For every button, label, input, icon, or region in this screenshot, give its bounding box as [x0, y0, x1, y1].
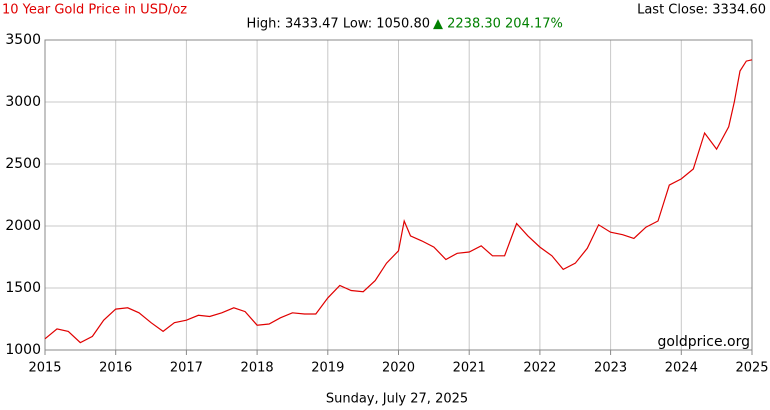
plot-border: [44, 39, 753, 351]
x-tick-label: 2023: [594, 361, 627, 376]
x-tick-label: 2024: [665, 361, 698, 376]
y-tick-label: 3500: [5, 32, 41, 48]
x-tick-label: 2018: [241, 361, 274, 376]
y-tick-label: 1000: [5, 342, 41, 358]
price-line: [44, 59, 753, 344]
x-tick-label: 2016: [99, 361, 132, 376]
date: Sunday, July 27, 2025: [326, 392, 468, 407]
y-tick-label: 1500: [5, 280, 41, 296]
chart-title: 10 Year Gold Price in USD/oz: [2, 3, 187, 18]
watermark: goldprice.org: [658, 334, 750, 350]
x-tick-label: 2025: [735, 361, 768, 376]
change: ▲ 2238.30 204.17%: [433, 17, 563, 32]
y-tick-label: 2500: [5, 156, 41, 172]
x-tick-label: 2020: [382, 361, 415, 376]
y-tick-label: 3000: [5, 94, 41, 110]
x-tick-label: 2019: [311, 361, 344, 376]
x-tick-label: 2017: [170, 361, 203, 376]
x-tick-label: 2015: [28, 361, 61, 376]
high-low: High: 3433.47 Low: 1050.80: [247, 17, 430, 32]
y-tick-label: 2000: [5, 218, 41, 234]
x-tick-label: 2022: [523, 361, 556, 376]
last-close: Last Close: 3334.60: [637, 3, 766, 18]
x-tick-label: 2021: [453, 361, 486, 376]
